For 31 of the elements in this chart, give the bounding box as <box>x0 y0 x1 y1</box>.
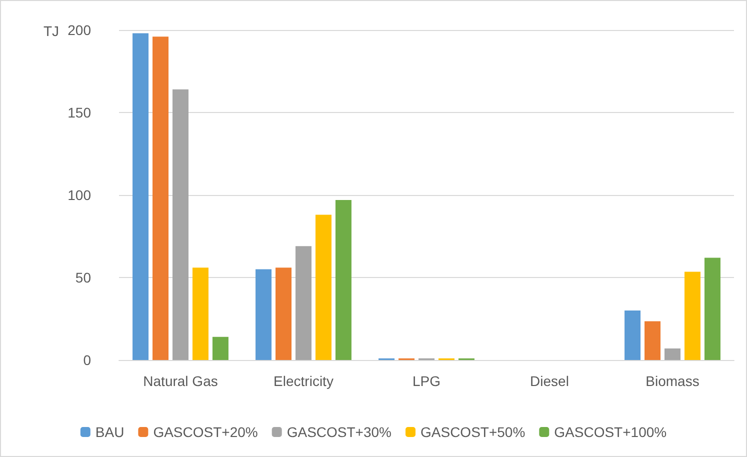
x-tick-label: LPG <box>412 373 441 389</box>
y-tick-label: 0 <box>83 352 92 368</box>
bar <box>256 269 272 360</box>
bar <box>335 200 352 360</box>
x-tick-label: Natural Gas <box>143 373 218 389</box>
x-tick-label: Biomass <box>646 373 700 389</box>
bar <box>315 214 332 360</box>
y-tick-label: 200 <box>68 22 92 38</box>
bar <box>704 258 720 360</box>
bar <box>132 33 149 360</box>
legend-label: GASCOST+100% <box>554 424 667 440</box>
bar <box>192 268 208 360</box>
bar <box>624 310 641 360</box>
legend-label: GASCOST+30% <box>286 424 392 440</box>
bar <box>152 36 169 360</box>
bar <box>296 246 312 360</box>
legend-label: BAU <box>95 424 124 440</box>
bar <box>212 336 228 360</box>
y-axis-title: TJ <box>43 23 59 39</box>
x-tick-label: Electricity <box>274 373 334 389</box>
y-tick-label: 50 <box>75 270 92 286</box>
y-tick-label: 150 <box>68 104 92 120</box>
legend-label: GASCOST+20% <box>153 424 258 440</box>
bar <box>664 348 680 360</box>
bar <box>644 321 661 360</box>
legend-label: GASCOST+50% <box>420 424 526 440</box>
bar <box>172 89 188 360</box>
bar <box>276 268 292 360</box>
bar <box>684 272 700 360</box>
x-tick-label: Diesel <box>530 373 569 389</box>
y-tick-label: 100 <box>68 187 92 203</box>
